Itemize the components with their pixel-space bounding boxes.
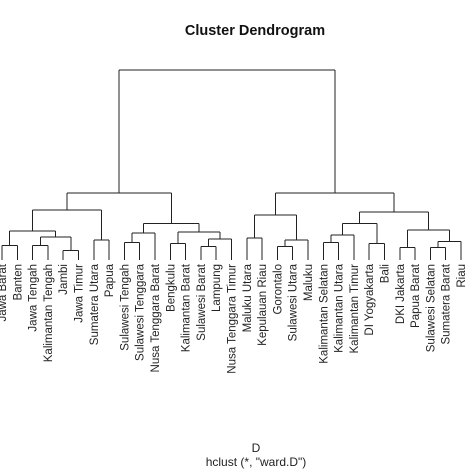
leaf-label: DI Yogyakarta [364,263,376,335]
leaf-label: Lampung [211,264,223,312]
leaf-label: Jambi [58,264,70,295]
leaf-label: Gorontalo [272,264,284,315]
leaf-label: Kalimantan Timur [349,264,361,354]
leaf-label: Sulawesi Tenggara [135,263,147,361]
chart-title: Cluster Dendrogram [185,23,325,39]
leaf-labels: Jawa Barat Banten Jawa Tengah Kalimantan Te… [0,263,468,374]
leaf-label: Papua [104,263,116,297]
leaf-label: Sulawesi Utara [288,263,300,341]
leaf-label: Sulawesi Barat [196,263,208,341]
leaf-label: Kepulauan Riau [257,264,269,346]
dendrogram-links [1,69,462,260]
leaf-label: Bali [380,264,392,283]
leaf-label: Banten [12,264,24,300]
leaf-label: Sulawesi Tengah [119,264,131,351]
leaf-label: Nusa Tenggara Timur [227,264,239,374]
leaf-label: Kalimantan Selatan [318,264,330,364]
leaf-label: Jawa Timur [74,264,86,323]
leaf-label: Jawa Barat [0,263,9,321]
leaf-label: Sulawesi Selatan [425,264,437,352]
leaf-label: Kalimantan Utara [334,263,346,352]
leaf-label: Papua Barat [410,263,422,328]
method-sublabel: hclust (*, "ward.D") [206,455,307,469]
leaf-label: Maluku Utara [242,263,254,332]
leaf-label: Kalimantan Tengah [43,264,55,362]
leaf-label: Nusa Tenggara Barat [150,263,162,372]
leaf-label: Jawa Tengah [28,264,40,332]
x-axis-label: D [252,441,261,455]
leaf-label: DKI Jakarta [395,263,407,324]
leaf-label: Sumatera Utara [89,263,101,345]
leaf-label: Sumatera Barat [441,263,453,344]
leaf-label: Riau [456,264,468,288]
leaf-label: Maluku [303,264,315,301]
leaf-label: Bengkulu [165,264,177,312]
leaf-label: Kalimantan Barat [181,263,193,352]
